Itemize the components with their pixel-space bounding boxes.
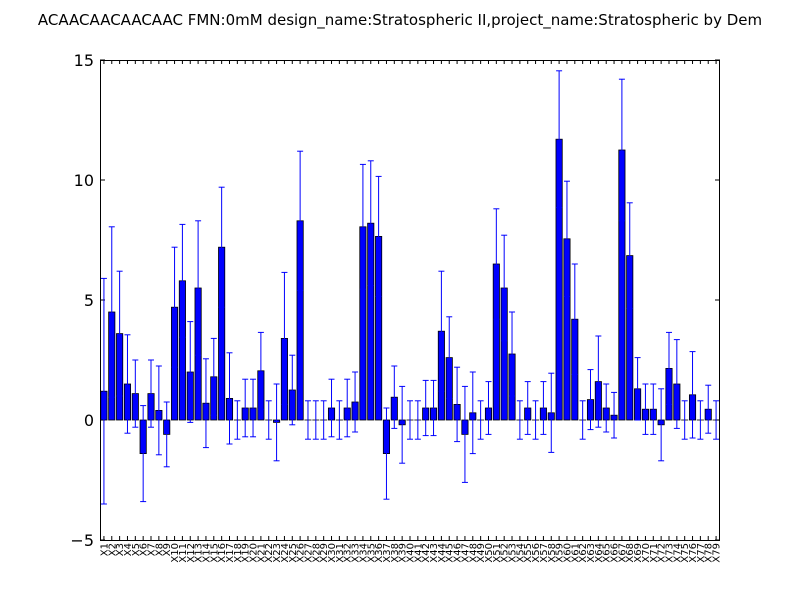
x-tick-label: X31 [335,543,346,563]
x-tick-label: X8 [154,543,165,556]
x-tick-label: X74 [672,543,683,563]
x-tick-label: X78 [704,543,715,563]
x-tick-label: X27 [303,543,314,563]
x-tick-label: X18 [233,543,244,563]
y-tick-label: 10 [74,171,94,190]
x-tick-label: X64 [594,543,605,563]
x-tick-label: X71 [649,543,660,563]
x-tick-label: X19 [241,543,252,563]
x-tick-label: X4 [123,543,134,556]
x-tick-label: X55 [523,543,534,563]
x-tick-label: X5 [131,543,142,556]
x-tick-label: X7 [147,543,158,556]
x-tick-label: X42 [421,543,432,563]
x-tick-label: X56 [531,543,542,563]
x-tick-label: X14 [201,543,212,563]
x-tick-label: X68 [625,543,636,563]
x-tick-label: X30 [327,543,338,563]
x-tick-label: X21 [256,543,267,563]
y-tick-label: 0 [84,411,94,430]
x-tick-label: X53 [508,543,519,563]
x-tick-label: X67 [617,543,628,563]
x-tick-label: X49 [476,543,487,563]
x-tick-label: X16 [217,543,228,563]
x-tick-label: X48 [468,543,479,563]
x-tick-label: X59 [555,543,566,563]
x-tick-label: X75 [680,543,691,563]
chart-title: ACAACAACAACAAC FMN:0mM design_name:Strat… [38,11,762,30]
x-tick-label: X40 [406,543,417,563]
x-tick-label: X22 [264,543,275,563]
x-tick-label: X17 [225,543,236,563]
x-tick-label: X36 [374,543,385,563]
x-tick-label: X69 [633,543,644,563]
x-tick-label: X77 [696,543,707,563]
x-tick-label: X20 [249,543,260,563]
x-tick-label: X60 [562,543,573,563]
x-tick-label: X66 [610,543,621,563]
y-tick-label: −5 [70,531,94,550]
x-tick-label: X10 [170,543,181,563]
x-tick-label: X52 [500,543,511,563]
x-tick-label: X63 [586,543,597,563]
x-tick-label: X43 [429,543,440,563]
x-tick-label: X65 [602,543,613,563]
x-tick-label: X54 [515,543,526,563]
x-tick-label: X44 [437,543,448,563]
x-tick-label: X1 [99,543,110,556]
x-tick-label: X51 [492,543,503,563]
x-tick-label: X6 [139,543,150,556]
x-tick-label: X38 [390,543,401,563]
x-tick-label: X15 [209,543,220,563]
x-tick-label: X46 [453,543,464,563]
x-tick-label: X12 [186,543,197,563]
x-tick-label: X3 [115,543,126,556]
x-tick-label: X23 [272,543,283,563]
x-tick-label: X79 [712,543,723,563]
y-tick-label: 15 [74,51,94,70]
y-tick-label: 5 [84,291,94,310]
x-tick-label: X70 [641,543,652,563]
x-tick-label: X50 [484,543,495,563]
x-tick-label: X11 [178,543,189,563]
x-tick-label: X57 [539,543,550,563]
x-tick-label: X41 [413,543,424,563]
x-tick-label: X45 [445,543,456,563]
x-tick-label: X24 [280,543,291,563]
x-tick-label: X61 [570,543,581,563]
x-tick-label: X25 [288,543,299,563]
x-tick-label: X37 [382,543,393,563]
x-tick-label: X2 [107,543,118,556]
x-tick-label: X72 [657,543,668,563]
x-tick-label: X34 [358,543,369,563]
x-tick-label: X32 [343,543,354,563]
x-tick-label: X76 [688,543,699,563]
x-tick-label: X62 [578,543,589,563]
x-tick-label: X9 [162,543,173,556]
plot-frame [100,60,720,541]
x-tick-label: X35 [366,543,377,563]
x-tick-label: X58 [547,543,558,563]
x-tick-label: X39 [398,543,409,563]
x-tick-label: X33 [351,543,362,563]
x-tick-label: X73 [664,543,675,563]
x-tick-label: X13 [194,543,205,563]
x-tick-label: X26 [296,543,307,563]
x-tick-label: X29 [319,543,330,563]
plot-area: −5051015X1X2X3X4X5X6X7X8X9X10X11X12X13X1… [70,51,722,563]
x-tick-label: X47 [460,543,471,563]
x-tick-label: X28 [311,543,322,563]
